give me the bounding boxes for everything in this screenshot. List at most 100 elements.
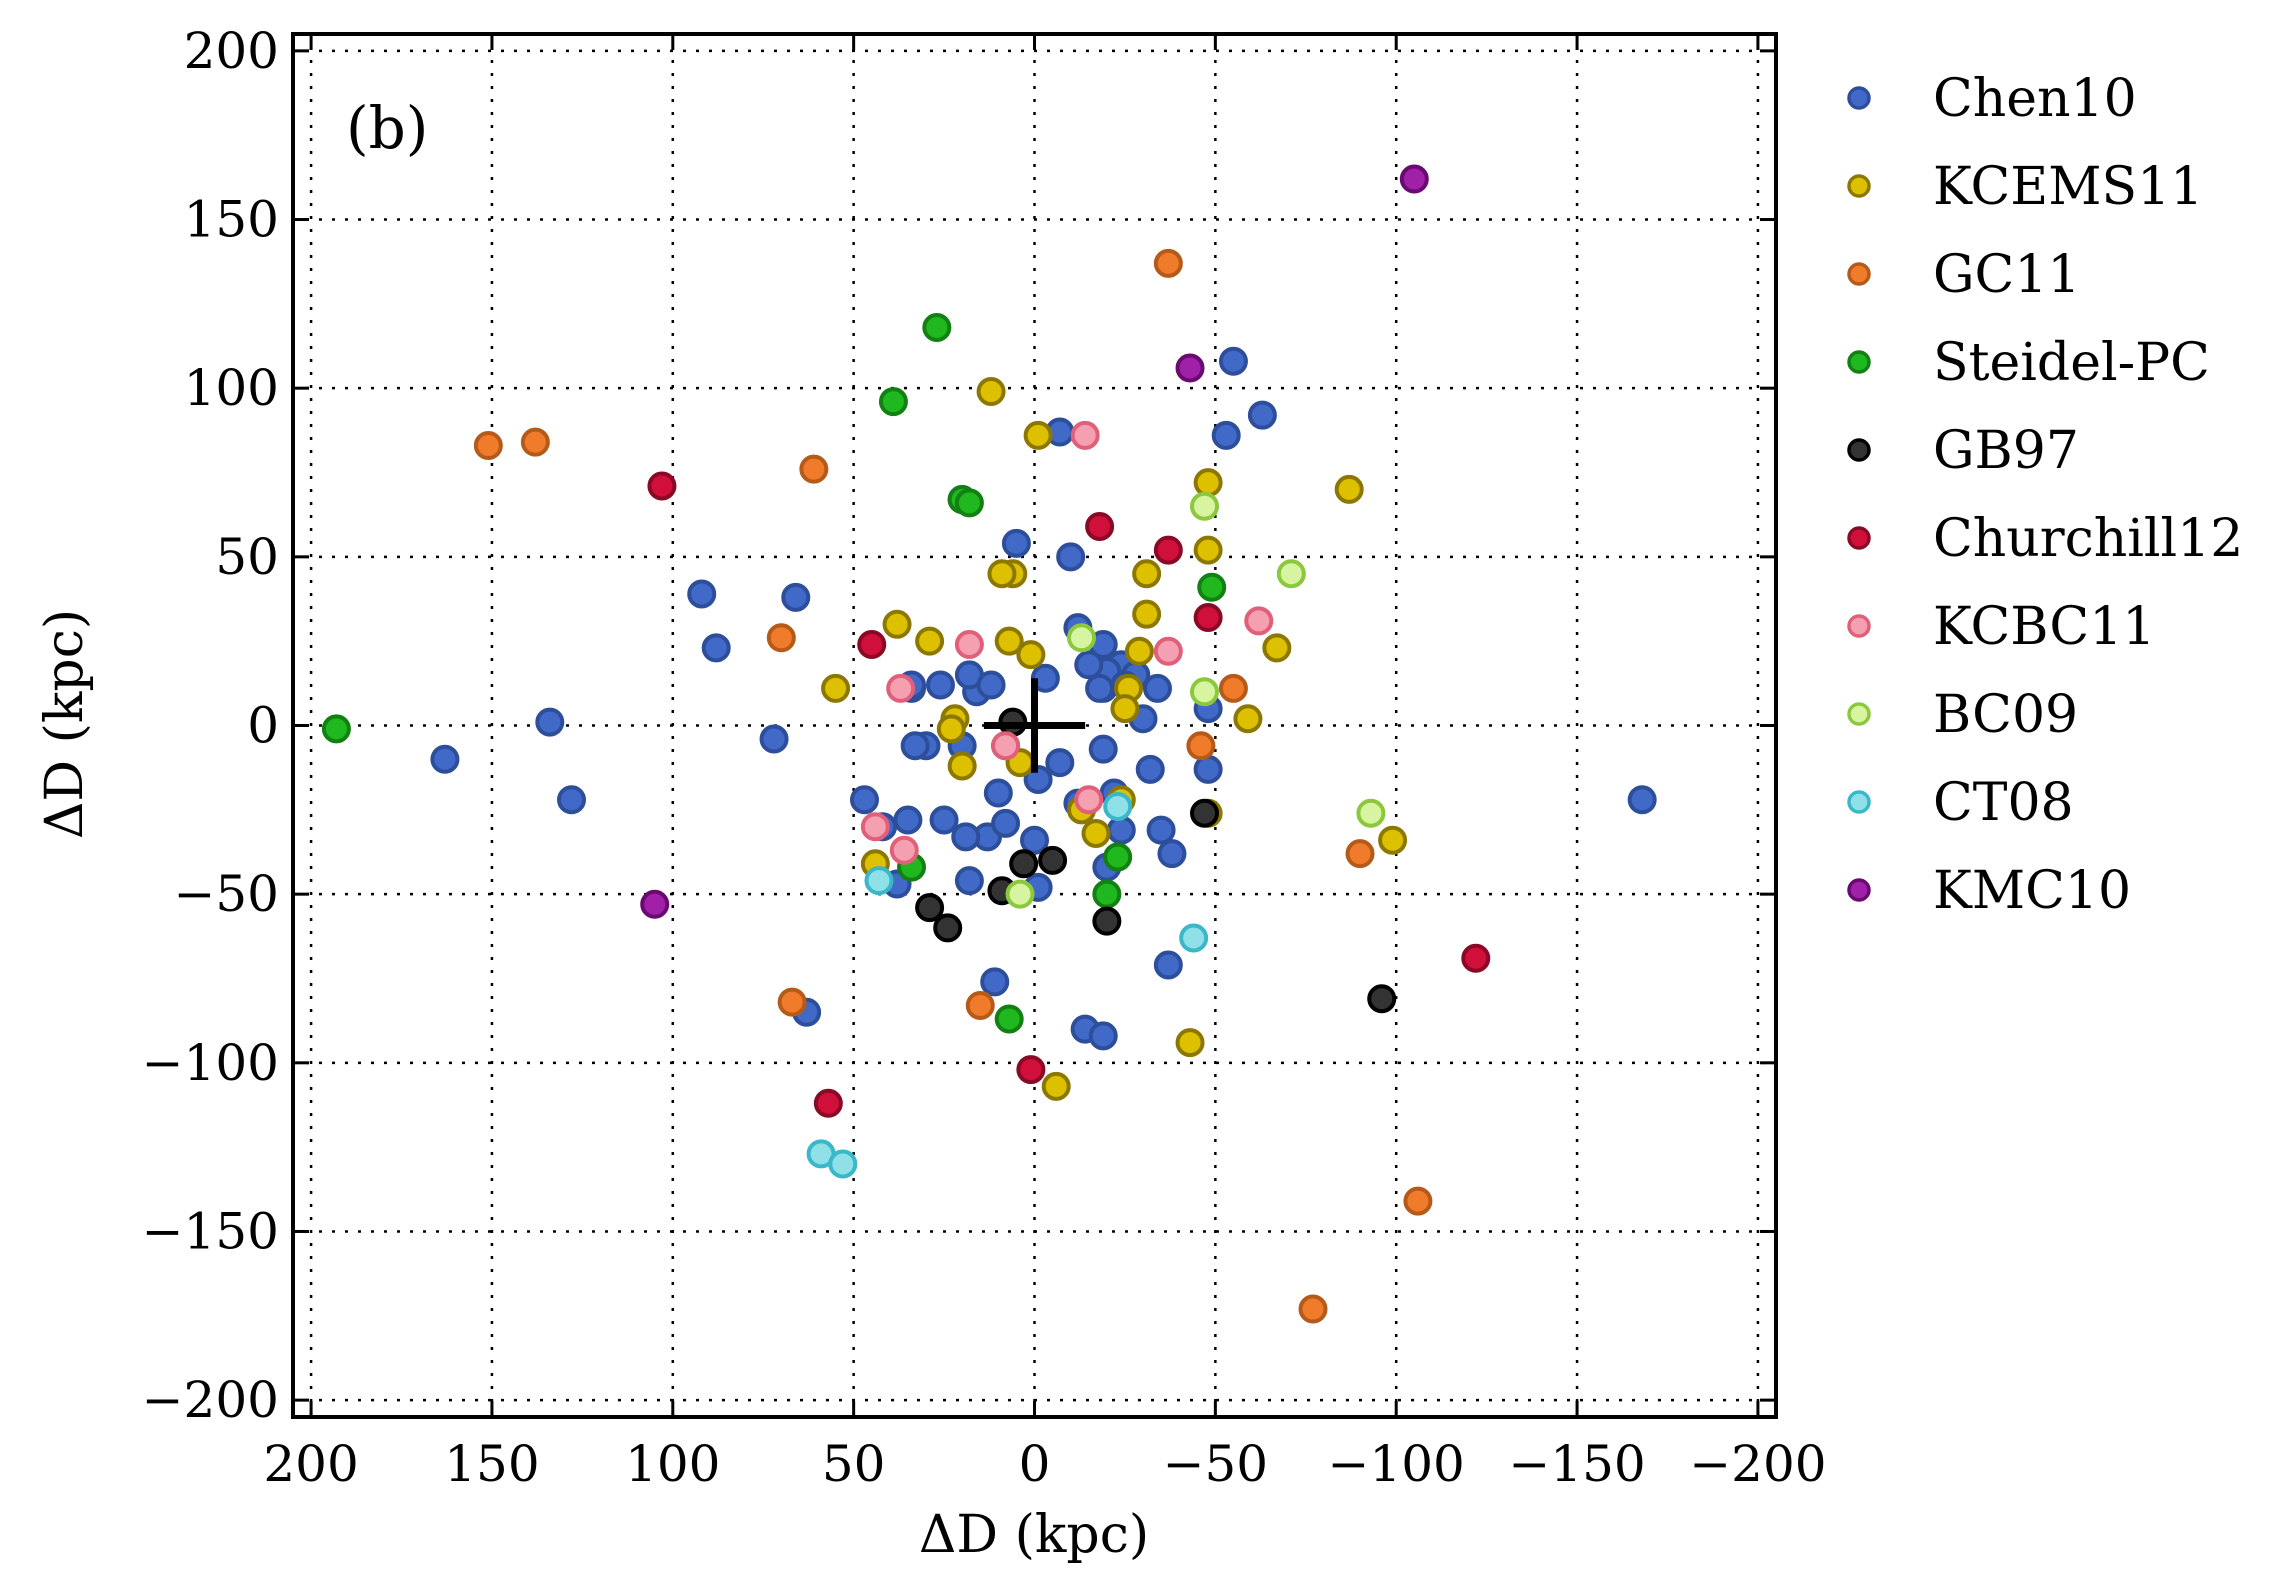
point-steidel-pc xyxy=(922,312,952,342)
legend-marker-gc11 xyxy=(1847,262,1871,286)
grid-lines xyxy=(293,34,1776,1417)
point-bc09 xyxy=(1067,623,1097,653)
point-gc11 xyxy=(1345,839,1375,869)
point-steidel-pc xyxy=(1103,842,1133,872)
point-chen10 xyxy=(1045,748,1075,778)
point-kcems11 xyxy=(1132,599,1162,629)
point-kcems11 xyxy=(1023,420,1053,450)
x-tick-label: 150 xyxy=(444,1435,539,1493)
y-tick-label: −200 xyxy=(142,1371,279,1429)
point-chen10 xyxy=(991,808,1021,838)
point-ct08 xyxy=(1103,791,1133,821)
point-churchill12 xyxy=(1153,535,1183,565)
point-kcems11 xyxy=(821,673,851,703)
point-chen10 xyxy=(759,724,789,754)
point-chen10 xyxy=(1088,1021,1118,1051)
center-marker xyxy=(983,678,1086,773)
point-chen10 xyxy=(976,670,1006,700)
point-bc09 xyxy=(1356,798,1386,828)
point-gc11 xyxy=(965,990,995,1020)
x-tick-label: −150 xyxy=(1508,1435,1645,1493)
point-churchill12 xyxy=(1016,1055,1046,1085)
point-gc11 xyxy=(473,431,503,461)
point-gc11 xyxy=(1186,731,1216,761)
point-chen10 xyxy=(1627,785,1657,815)
point-chen10 xyxy=(980,967,1010,997)
point-gb97 xyxy=(1190,798,1220,828)
point-kcems11 xyxy=(1262,633,1292,663)
point-bc09 xyxy=(1276,559,1306,589)
point-kcems11 xyxy=(915,626,945,656)
point-steidel-pc xyxy=(878,387,908,417)
data-points xyxy=(321,164,1657,1324)
point-kcems11 xyxy=(994,626,1024,656)
point-gc11 xyxy=(766,623,796,653)
point-kcbc11 xyxy=(1074,785,1104,815)
point-chen10 xyxy=(951,822,981,852)
point-kcems11 xyxy=(1193,468,1223,498)
legend-label-ct08: CT08 xyxy=(1933,773,2074,833)
point-ct08 xyxy=(864,866,894,896)
point-chen10 xyxy=(925,670,955,700)
point-kcems11 xyxy=(1175,1028,1205,1058)
point-chen10 xyxy=(535,707,565,737)
point-chen10 xyxy=(781,582,811,612)
point-gb97 xyxy=(933,913,963,943)
point-gc11 xyxy=(1218,673,1248,703)
point-kcems11 xyxy=(1132,559,1162,589)
panel-label: (b) xyxy=(346,94,428,162)
point-kcbc11 xyxy=(1244,606,1274,636)
point-chen10 xyxy=(929,805,959,835)
point-kcems11 xyxy=(1193,535,1223,565)
point-kmc10 xyxy=(640,889,670,919)
point-kcems11 xyxy=(1081,818,1111,848)
point-kcems11 xyxy=(1378,825,1408,855)
point-chen10 xyxy=(1056,542,1086,572)
point-gb97 xyxy=(1038,845,1068,875)
point-chen10 xyxy=(1157,839,1187,869)
point-gc11 xyxy=(520,427,550,457)
point-chen10 xyxy=(1218,346,1248,376)
legend-label-chen10: Chen10 xyxy=(1933,69,2137,129)
point-kcbc11 xyxy=(1070,420,1100,450)
point-steidel-pc xyxy=(321,714,351,744)
legend: Chen10 KCEMS11 GC11 Steidel-PC GB97 Churchill… xyxy=(1847,69,2243,921)
point-steidel-pc xyxy=(954,488,984,518)
point-ct08 xyxy=(1179,923,1209,953)
legend-marker-steidel-pc xyxy=(1847,350,1871,374)
point-steidel-pc xyxy=(1197,572,1227,602)
legend-label-gc11: GC11 xyxy=(1933,245,2081,305)
legend-label-churchill12: Churchill12 xyxy=(1933,509,2243,569)
point-gb97 xyxy=(915,893,945,923)
y-axis-label: ΔD (kpc) xyxy=(35,609,95,839)
legend-label-kcbc11: KCBC11 xyxy=(1933,597,2155,657)
point-gb97 xyxy=(1092,906,1122,936)
point-bc09 xyxy=(1190,491,1220,521)
point-chen10 xyxy=(1135,754,1165,784)
legend-marker-kmc10 xyxy=(1847,878,1871,902)
point-steidel-pc xyxy=(1092,879,1122,909)
legend-label-bc09: BC09 xyxy=(1933,685,2078,745)
point-chen10 xyxy=(954,866,984,896)
point-churchill12 xyxy=(1085,511,1115,541)
point-bc09 xyxy=(1005,879,1035,909)
legend-marker-chen10 xyxy=(1847,86,1871,110)
point-kcbc11 xyxy=(1153,636,1183,666)
y-tick-label: −150 xyxy=(142,1202,279,1260)
x-tick-label: 100 xyxy=(625,1435,720,1493)
point-chen10 xyxy=(1153,950,1183,980)
x-tick-label: −200 xyxy=(1689,1435,1826,1493)
legend-marker-kcbc11 xyxy=(1847,614,1871,638)
point-chen10 xyxy=(1023,764,1053,794)
point-chen10 xyxy=(1085,673,1115,703)
point-chen10 xyxy=(1193,754,1223,784)
legend-marker-kcems11 xyxy=(1847,174,1871,198)
point-bc09 xyxy=(1190,677,1220,707)
point-kcbc11 xyxy=(886,673,916,703)
point-chen10 xyxy=(893,805,923,835)
point-chen10 xyxy=(1146,815,1176,845)
point-gc11 xyxy=(1298,1294,1328,1324)
x-axis-label: ΔD (kpc) xyxy=(919,1505,1149,1565)
point-kcems11 xyxy=(1016,640,1046,670)
